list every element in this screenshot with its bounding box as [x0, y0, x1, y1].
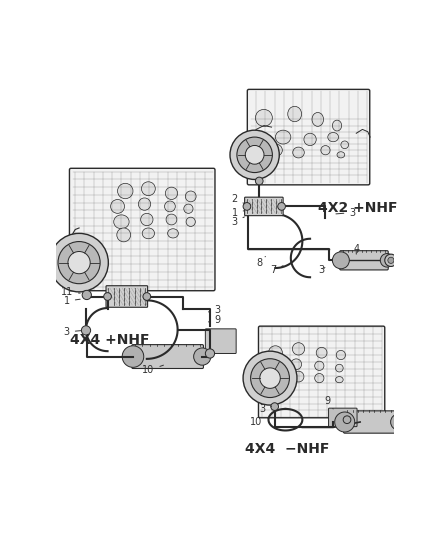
Ellipse shape: [315, 348, 326, 358]
Text: 7: 7: [269, 265, 283, 276]
Text: 3: 3: [259, 404, 271, 414]
Text: 3: 3: [318, 265, 324, 276]
Ellipse shape: [166, 214, 177, 225]
Ellipse shape: [336, 350, 345, 360]
Ellipse shape: [110, 199, 124, 213]
Ellipse shape: [327, 133, 338, 142]
Circle shape: [259, 368, 279, 389]
Ellipse shape: [287, 106, 301, 122]
Ellipse shape: [336, 152, 344, 158]
Ellipse shape: [292, 343, 304, 355]
Ellipse shape: [332, 120, 341, 131]
Circle shape: [193, 348, 210, 365]
Text: 10: 10: [142, 365, 163, 375]
Ellipse shape: [335, 377, 343, 383]
Ellipse shape: [164, 201, 175, 212]
Text: 4X4  −NHF: 4X4 −NHF: [244, 442, 328, 456]
Text: 3: 3: [208, 305, 220, 316]
FancyBboxPatch shape: [339, 251, 387, 270]
Circle shape: [68, 252, 90, 274]
Text: 11: 11: [60, 287, 80, 297]
Text: 9: 9: [323, 396, 332, 409]
Circle shape: [277, 203, 285, 210]
Ellipse shape: [255, 109, 272, 126]
FancyBboxPatch shape: [247, 90, 369, 185]
Ellipse shape: [167, 229, 178, 238]
Circle shape: [384, 254, 396, 266]
Text: 3: 3: [64, 327, 81, 337]
Text: 1: 1: [231, 207, 244, 217]
Circle shape: [243, 351, 296, 405]
Circle shape: [103, 293, 111, 301]
Ellipse shape: [275, 130, 290, 144]
Ellipse shape: [340, 141, 348, 149]
Text: 8: 8: [256, 256, 265, 268]
Text: 10: 10: [250, 417, 267, 427]
Ellipse shape: [186, 217, 195, 227]
Text: 4: 4: [353, 244, 359, 254]
Circle shape: [243, 203, 250, 210]
Ellipse shape: [113, 215, 129, 229]
Ellipse shape: [184, 204, 193, 213]
FancyBboxPatch shape: [343, 411, 399, 433]
Ellipse shape: [268, 144, 282, 156]
Ellipse shape: [138, 198, 150, 210]
Circle shape: [334, 412, 354, 432]
Ellipse shape: [311, 112, 323, 126]
Circle shape: [343, 416, 350, 424]
Ellipse shape: [117, 183, 133, 199]
Ellipse shape: [141, 182, 155, 196]
Circle shape: [270, 403, 278, 410]
Ellipse shape: [265, 360, 277, 372]
Circle shape: [230, 130, 279, 180]
Circle shape: [245, 146, 263, 164]
Circle shape: [122, 346, 143, 367]
Ellipse shape: [140, 213, 153, 225]
Ellipse shape: [293, 371, 303, 382]
Text: 3: 3: [231, 217, 244, 227]
Circle shape: [58, 241, 100, 284]
Ellipse shape: [314, 361, 323, 370]
Circle shape: [250, 359, 289, 398]
Ellipse shape: [335, 364, 343, 372]
Ellipse shape: [117, 228, 131, 242]
FancyBboxPatch shape: [244, 197, 283, 216]
Text: 2: 2: [231, 193, 244, 204]
Ellipse shape: [320, 146, 329, 155]
Ellipse shape: [303, 133, 315, 146]
Circle shape: [49, 233, 108, 292]
Text: 4X2 +NHF: 4X2 +NHF: [317, 201, 396, 215]
Ellipse shape: [290, 359, 301, 370]
Circle shape: [379, 254, 393, 267]
Circle shape: [255, 177, 262, 185]
Circle shape: [237, 137, 272, 173]
FancyBboxPatch shape: [131, 345, 203, 368]
FancyBboxPatch shape: [205, 329, 236, 353]
Ellipse shape: [268, 372, 282, 384]
Ellipse shape: [314, 374, 323, 383]
Circle shape: [205, 349, 214, 358]
Circle shape: [390, 414, 406, 430]
FancyBboxPatch shape: [258, 326, 384, 418]
Circle shape: [143, 293, 150, 301]
FancyBboxPatch shape: [106, 286, 147, 308]
Ellipse shape: [142, 228, 154, 239]
Circle shape: [332, 252, 349, 269]
Ellipse shape: [165, 187, 177, 199]
FancyBboxPatch shape: [69, 168, 215, 290]
FancyBboxPatch shape: [328, 408, 356, 426]
Text: 3: 3: [335, 207, 355, 217]
Circle shape: [81, 326, 90, 335]
Circle shape: [387, 257, 393, 263]
Text: 1: 1: [64, 296, 80, 306]
Ellipse shape: [268, 346, 282, 360]
Text: 9: 9: [208, 316, 220, 325]
Ellipse shape: [185, 191, 196, 202]
Circle shape: [82, 290, 91, 300]
Ellipse shape: [292, 147, 304, 158]
Text: 4X4 +NHF: 4X4 +NHF: [70, 333, 149, 346]
